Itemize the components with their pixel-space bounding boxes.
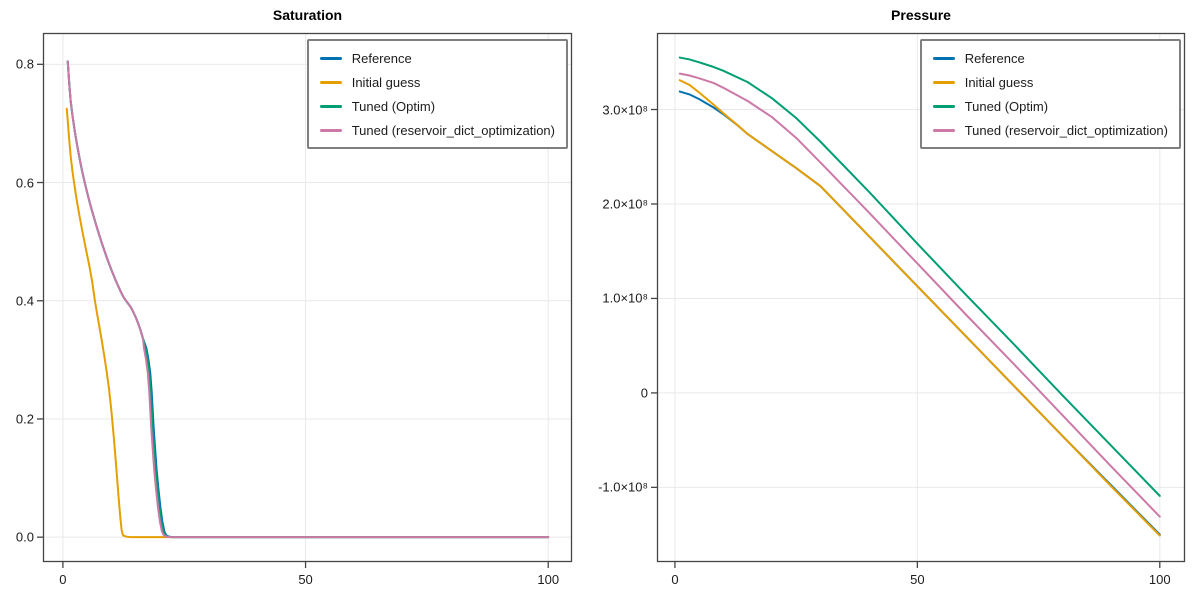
legend-item-initial-guess: Initial guess [319, 70, 555, 94]
plot-title-pressure: Pressure [891, 7, 951, 23]
legend-label: Tuned (reservoir_dict_optimization) [964, 122, 1168, 138]
y-tick-label: 0.2 [15, 411, 34, 427]
legend-label: Reference [964, 50, 1025, 66]
legend-item-initial-guess: Initial guess [932, 70, 1168, 94]
x-tick-label: 0 [59, 572, 67, 587]
series-line-initial-guess [65, 107, 550, 539]
x-tick-label: 100 [537, 572, 560, 587]
legend-label: Initial guess [964, 74, 1034, 90]
plot-svg [37, 32, 573, 568]
plot-frame [656, 32, 1186, 563]
plot-area [37, 32, 573, 568]
legend-item-reference: Reference [932, 46, 1168, 70]
y-tick-label: 0.8 [15, 56, 34, 72]
y-tick-label: -1.0×10⁸ [598, 479, 648, 495]
legend-item-reference: Reference [319, 46, 555, 70]
legend-line-icon [932, 80, 955, 84]
series-line-tuned-reservoir-dict-optimization [66, 60, 550, 539]
y-tick-label: 3.0×10⁸ [602, 102, 648, 118]
y-tick-label: 2.0×10⁸ [602, 196, 648, 212]
legend-label: Tuned (reservoir_dict_optimization) [351, 122, 555, 138]
legend-label: Tuned (Optim) [964, 98, 1049, 114]
series-line-tuned-reservoir-dict-optimization [678, 72, 1161, 518]
legend-line-icon [319, 104, 342, 108]
x-tick-label: 0 [671, 572, 679, 587]
legend-line-icon [932, 56, 955, 60]
legend-label: Tuned (Optim) [351, 98, 436, 114]
legend-item-tuned-optim: Tuned (Optim) [932, 94, 1168, 118]
y-tick-label: 0.0 [15, 529, 34, 545]
legend-label: Initial guess [351, 74, 421, 90]
x-tick-label: 50 [910, 572, 925, 587]
series-line-reference [678, 90, 1161, 536]
pressure-plot: Pressure 0 50 100 -1.0×10⁸ 0 1.0×10⁸ 2.0×10⁸ 3.… [598, 7, 1186, 587]
y-tick-label: 1.0×10⁸ [602, 290, 648, 306]
series-line-initial-guess [678, 79, 1161, 537]
legend-line-icon [319, 56, 342, 60]
y-tick-label: 0.4 [15, 293, 34, 309]
legend-item-tuned-optim: Tuned (Optim) [319, 94, 555, 118]
legend-label: Reference [351, 50, 412, 66]
legend-item-tuned-reservoir-dict-optimization: Tuned (reservoir_dict_optimization) [932, 118, 1168, 142]
legend-line-icon [319, 128, 342, 132]
plot-frame [42, 32, 573, 563]
y-tick-label: 0.6 [15, 175, 34, 191]
legend-item-tuned-reservoir-dict-optimization: Tuned (reservoir_dict_optimization) [319, 118, 555, 142]
legend-line-icon [319, 80, 342, 84]
y-tick-label: 0 [640, 385, 648, 401]
saturation-plot: Saturation 0 50 100 0.0 0.2 0.4 0.6 0.8 Referenc… [16, 7, 573, 587]
legend-line-icon [932, 104, 955, 108]
plot-title-saturation: Saturation [272, 7, 343, 23]
legend: Reference Initial guess Tuned (Optim) Tuned… [919, 39, 1181, 149]
series-line-tuned-optim [678, 56, 1161, 497]
x-tick-label: 50 [298, 572, 313, 587]
legend: Reference Initial guess Tuned (Optim) Tuned… [306, 39, 568, 149]
x-tick-label: 100 [1148, 572, 1171, 587]
legend-line-icon [932, 128, 955, 132]
